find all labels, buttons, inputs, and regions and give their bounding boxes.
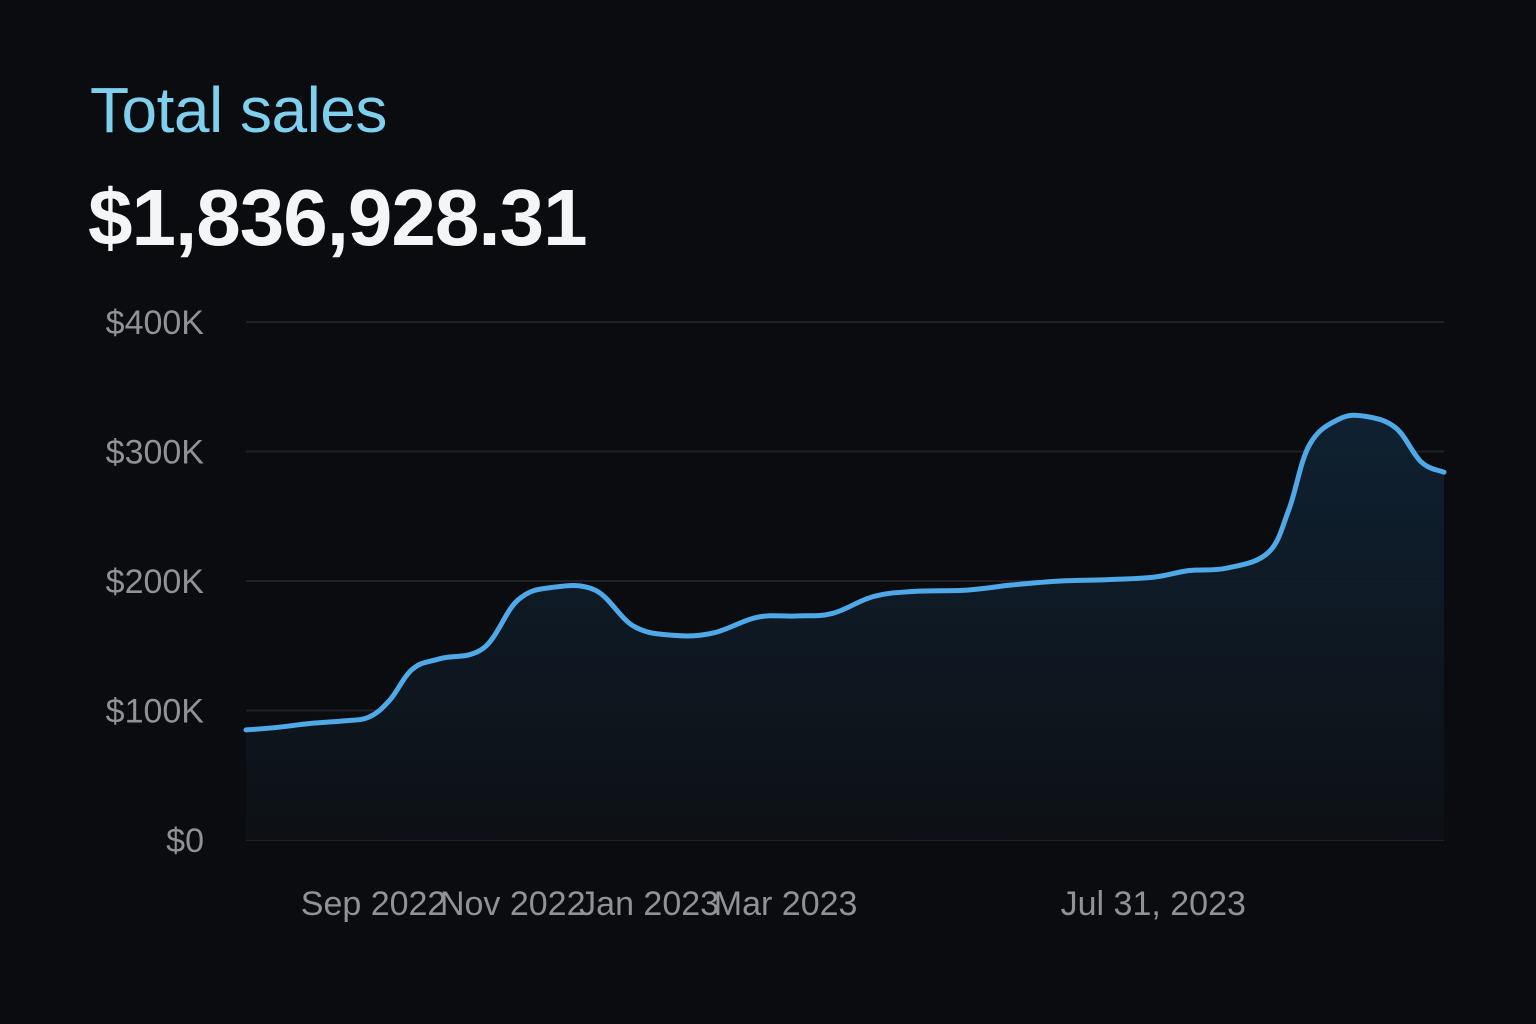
card-title: Total sales: [90, 74, 387, 146]
x-tick-label: Nov 2022: [440, 885, 586, 923]
x-tick-label: Mar 2023: [714, 885, 858, 923]
y-tick-label: $0: [166, 822, 204, 860]
x-tick-label: Sep 2022: [301, 885, 447, 923]
y-axis-ticks: $0 $100K $200K $300K $400K: [106, 304, 205, 860]
y-tick-label: $400K: [106, 304, 205, 342]
y-tick-label: $300K: [106, 434, 205, 472]
sales-area-fill: [246, 415, 1444, 840]
x-tick-label: Jul 31, 2023: [1061, 885, 1246, 923]
y-tick-label: $100K: [106, 693, 205, 731]
x-tick-label: Jan 2023: [579, 885, 719, 923]
y-tick-label: $200K: [106, 563, 205, 601]
sales-line: [243, 412, 1447, 733]
total-sales-value: $1,836,928.31: [88, 173, 588, 262]
